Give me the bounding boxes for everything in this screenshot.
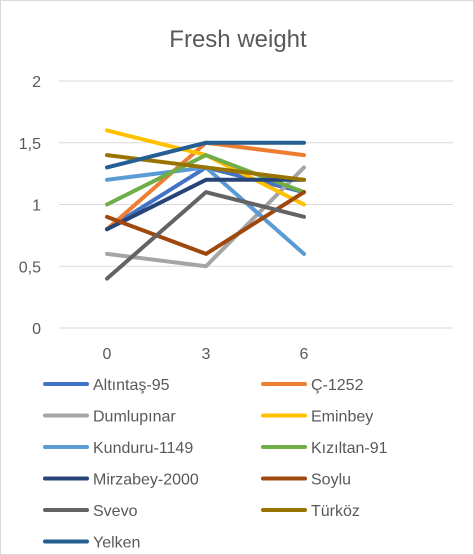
- series-lines: [105, 128, 306, 281]
- legend-label: Kızıltan-91: [311, 440, 388, 457]
- x-tick-label: 0: [103, 346, 112, 363]
- y-tick-label: 0: [32, 321, 41, 338]
- y-tick-label: 1,5: [19, 136, 41, 153]
- y-tick-label: 0,5: [19, 259, 41, 276]
- series-line-6: [105, 177, 306, 232]
- y-tick-label: 2: [32, 74, 41, 91]
- legend-label: Altıntaş-95: [93, 377, 170, 394]
- legend: Altıntaş-95 Ç-1252 Dumlupınar Eminbey Kundur…: [43, 377, 388, 552]
- chart-title: Fresh weight: [169, 26, 307, 53]
- series-line-2: [105, 165, 306, 269]
- y-axis-tick-labels: 0 0,5 1 1,5 2: [19, 74, 41, 338]
- legend-label: Eminbey: [311, 409, 373, 426]
- series-line-8: [105, 190, 306, 281]
- legend-label: Dumlupınar: [93, 409, 176, 426]
- legend-label: Mirzabey-2000: [93, 472, 199, 489]
- legend-label: Svevo: [93, 503, 138, 520]
- legend-label: Türköz: [311, 503, 360, 520]
- legend-label: Soylu: [311, 472, 351, 489]
- legend-label: Ç-1252: [311, 377, 364, 394]
- legend-label: Kunduru-1149: [93, 440, 193, 457]
- series-line-10: [105, 140, 306, 170]
- legend-label: Yelken: [93, 535, 140, 552]
- series-line-7: [105, 190, 306, 256]
- x-tick-label: 6: [300, 346, 309, 363]
- x-tick-label: 3: [202, 346, 211, 363]
- y-tick-label: 1: [32, 198, 41, 215]
- x-axis-tick-labels: 0 3 6: [103, 346, 309, 363]
